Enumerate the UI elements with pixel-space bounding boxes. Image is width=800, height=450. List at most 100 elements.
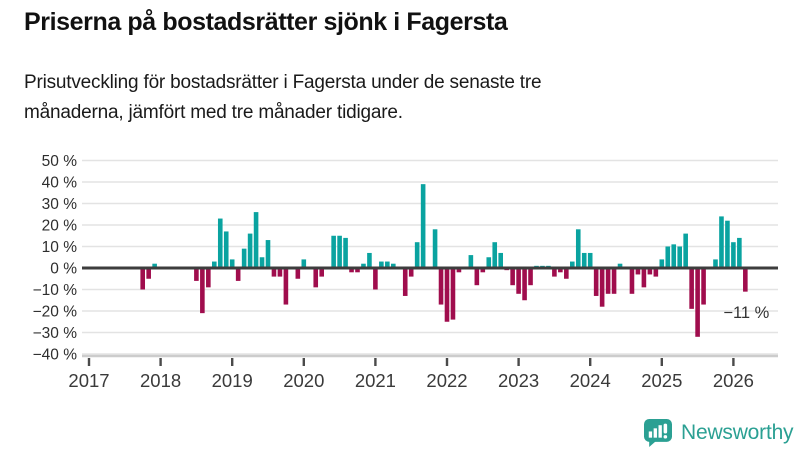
bar (552, 268, 557, 277)
bar (498, 252, 503, 268)
bar (570, 261, 575, 268)
bar (206, 268, 211, 288)
y-axis-tick-label: 20 % (42, 218, 78, 235)
newsworthy-logo[interactable]: Newsworthy (644, 419, 794, 447)
bar (217, 218, 223, 268)
bar (659, 259, 665, 268)
bar (361, 263, 366, 268)
y-axis-tick-label: −40 % (33, 347, 78, 364)
bar (456, 268, 462, 273)
bar (468, 255, 474, 268)
bar (647, 268, 653, 275)
bar (402, 268, 408, 296)
bar (379, 261, 384, 268)
bar (683, 233, 688, 268)
bar (743, 268, 748, 292)
bar (223, 231, 229, 268)
bar (480, 268, 486, 273)
y-axis-tick-label: 30 % (42, 196, 78, 213)
x-axis-tick-label: 2023 (498, 370, 539, 391)
last-value-annotation: −11 % (723, 304, 769, 322)
x-axis-tick-label: 2022 (426, 370, 467, 391)
bar (349, 268, 354, 273)
chart-subtitle: Prisutveckling för bostadsrätter i Fager… (24, 68, 764, 128)
subtitle-line-1: Prisutveckling för bostadsrätter i Fager… (24, 72, 542, 93)
y-axis-tick-label: 10 % (42, 239, 78, 256)
bar (283, 268, 289, 305)
bar (558, 268, 563, 273)
bar (629, 268, 635, 294)
bar (492, 242, 498, 268)
subtitle-line-2: månaderna, jämfört med tre månader tidig… (24, 102, 403, 123)
bar (701, 268, 706, 305)
bar (385, 261, 390, 268)
bar (247, 233, 253, 268)
bar (444, 268, 450, 322)
bar (713, 259, 718, 268)
bar (617, 263, 623, 268)
bar (355, 268, 360, 273)
bar (474, 268, 480, 286)
bar (337, 235, 342, 268)
bar (653, 268, 659, 277)
bar (581, 252, 587, 268)
x-axis-tick-label: 2024 (570, 370, 611, 391)
bar (695, 268, 700, 337)
x-axis-tick-label: 2025 (641, 370, 682, 391)
bar (665, 246, 671, 268)
bar (605, 268, 611, 294)
bar (229, 259, 235, 268)
bar (611, 268, 617, 294)
bar (295, 268, 301, 279)
bar (677, 246, 682, 268)
bar (271, 268, 277, 277)
bar (140, 268, 145, 290)
y-axis-tick-label: −20 % (33, 304, 78, 321)
bar (450, 268, 456, 320)
bar (391, 263, 396, 268)
bar (486, 257, 492, 268)
bar (235, 268, 241, 281)
bar (564, 268, 569, 279)
bar (528, 268, 533, 286)
bar (719, 216, 724, 268)
newsworthy-wordmark: Newsworthy (681, 421, 794, 444)
bar (408, 268, 414, 277)
bar (438, 268, 444, 305)
bar (253, 212, 259, 268)
y-axis-tick-label: 40 % (42, 175, 78, 192)
bar (641, 268, 647, 288)
bar (194, 268, 199, 281)
bar (152, 263, 157, 268)
bar (725, 220, 730, 268)
bar (635, 268, 641, 275)
bar (593, 268, 599, 296)
bar (241, 248, 247, 268)
bar (313, 268, 319, 288)
x-axis-tick-label: 2021 (355, 370, 396, 391)
bar (510, 268, 515, 286)
bar (599, 268, 605, 307)
bar (146, 268, 151, 279)
bar (575, 229, 581, 268)
bar (522, 268, 527, 301)
bar (259, 257, 265, 268)
bar (319, 268, 324, 277)
bar (516, 268, 521, 294)
bar (689, 268, 694, 309)
bar (731, 242, 736, 268)
bar (432, 229, 438, 268)
x-axis-tick-label: 2020 (283, 370, 324, 391)
bar (277, 268, 283, 277)
y-axis-tick-label: 0 % (50, 261, 77, 278)
bar (301, 259, 307, 268)
y-axis-tick-label: −30 % (33, 325, 78, 342)
page-title: Priserna på bostadsrätter sjönk i Fagers… (24, 8, 508, 36)
bar (587, 252, 593, 268)
bar (331, 235, 336, 268)
y-axis-tick-label: 50 % (42, 153, 78, 170)
bar (373, 268, 378, 290)
bar (212, 261, 217, 268)
x-axis-tick-label: 2018 (140, 370, 181, 391)
